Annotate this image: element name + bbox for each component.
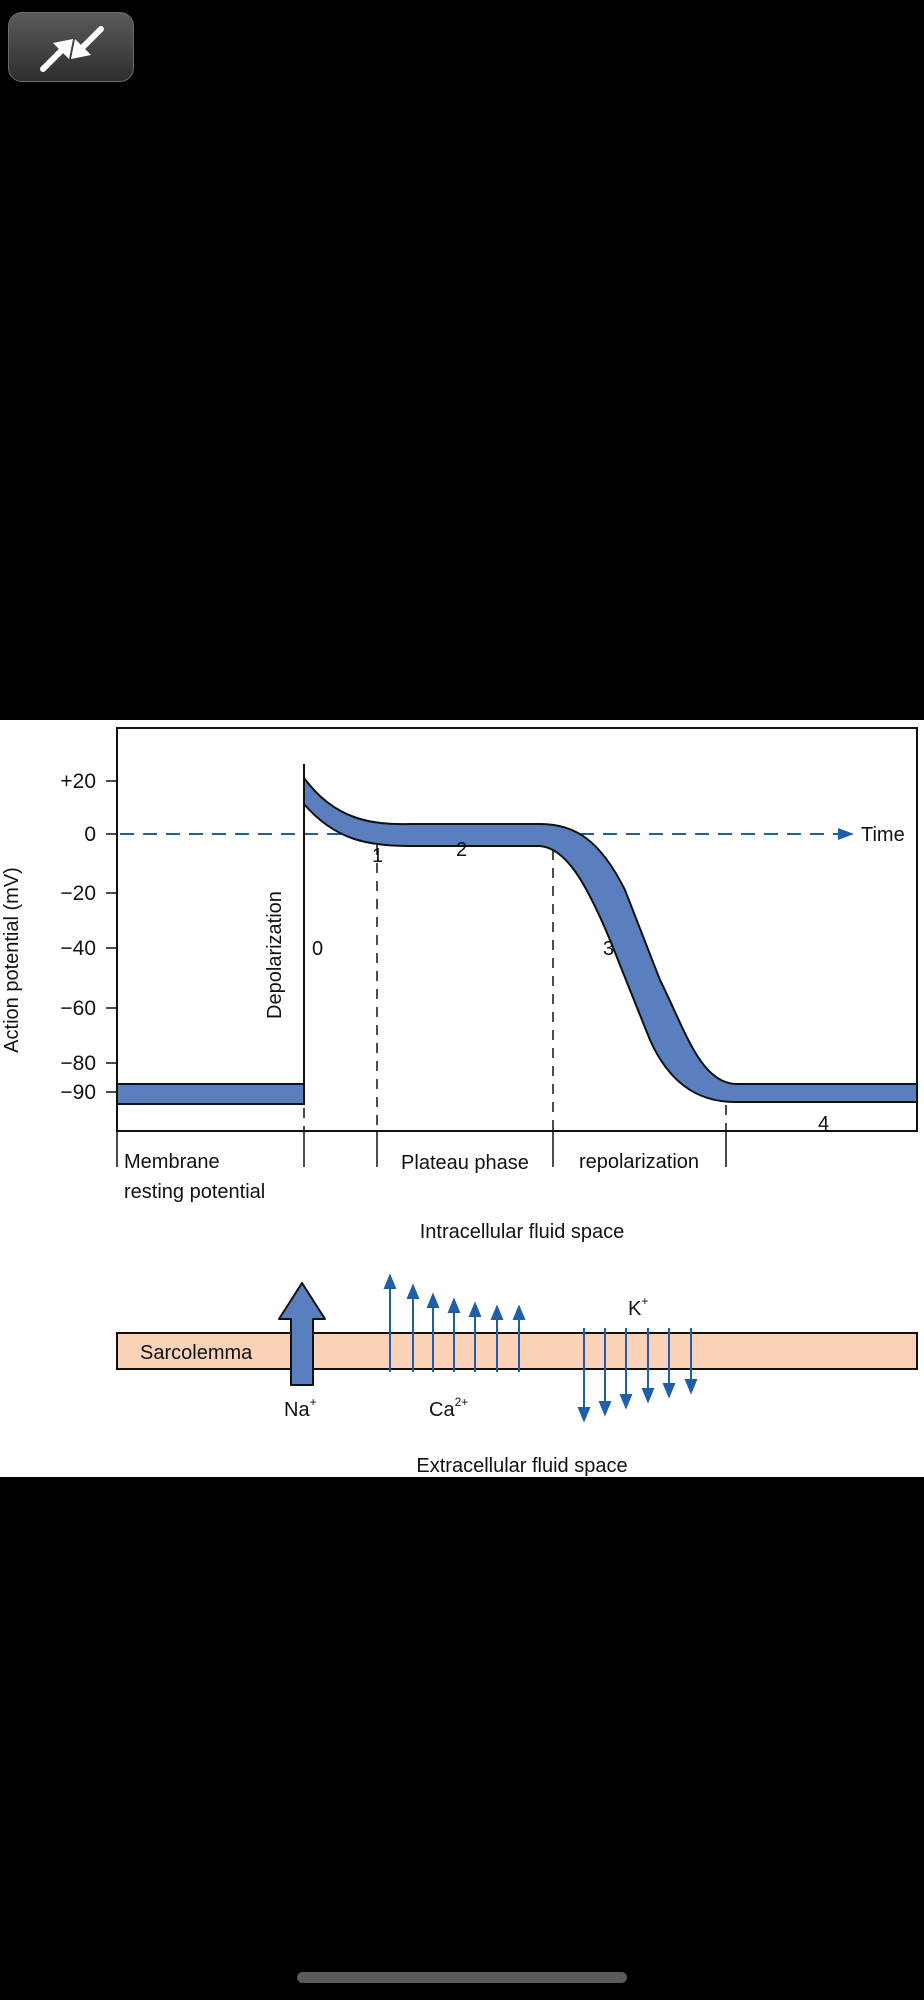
chart-frame	[116, 727, 918, 1132]
repolarization-label: repolarization	[579, 1151, 699, 1173]
membrane-label: Membrane	[124, 1151, 220, 1173]
phase-2-label: 2	[456, 839, 467, 861]
phase-1-label: 1	[372, 845, 383, 867]
na-influx-arrow	[278, 1282, 326, 1386]
ca-label: Ca2+	[429, 1395, 468, 1421]
ca-influx-arrows	[383, 1273, 526, 1372]
phase-0-label: 0	[312, 938, 323, 960]
action-potential-figure: +20 0 −20 −40 −60 −80 −90 Action potenti…	[0, 720, 924, 1477]
intracellular-label: Intracellular fluid space	[420, 1221, 625, 1243]
phase-3-label: 3	[603, 938, 614, 960]
exit-fullscreen-icon	[40, 26, 104, 72]
phase-4-label: 4	[818, 1113, 829, 1135]
y-tick-label: 0	[84, 823, 96, 846]
action-potential-curve	[116, 764, 918, 1105]
resting-potential-label: resting potential	[124, 1181, 265, 1203]
home-indicator[interactable]	[297, 1972, 627, 1983]
sarcolemma-label: Sarcolemma	[140, 1342, 253, 1364]
plateau-phase-label: Plateau phase	[401, 1152, 529, 1174]
y-tick-label: −60	[60, 997, 96, 1020]
extracellular-label: Extracellular fluid space	[416, 1455, 627, 1477]
y-tick-label: −90	[60, 1081, 96, 1104]
exit-fullscreen-button[interactable]	[8, 12, 134, 82]
k-efflux-arrows	[577, 1328, 698, 1423]
time-arrow-head	[838, 828, 854, 840]
y-tick-label: −80	[60, 1052, 96, 1075]
k-label: K+	[628, 1294, 648, 1320]
na-label: Na+	[284, 1395, 317, 1421]
y-tick-label: −40	[60, 937, 96, 960]
depolarization-label: Depolarization	[264, 891, 286, 1019]
sarcolemma-membrane	[116, 1332, 918, 1370]
y-axis-label: Action potential (mV)	[1, 867, 23, 1053]
time-label: Time	[861, 824, 905, 846]
y-tick-label: +20	[60, 770, 96, 793]
y-tick-label: −20	[60, 882, 96, 905]
